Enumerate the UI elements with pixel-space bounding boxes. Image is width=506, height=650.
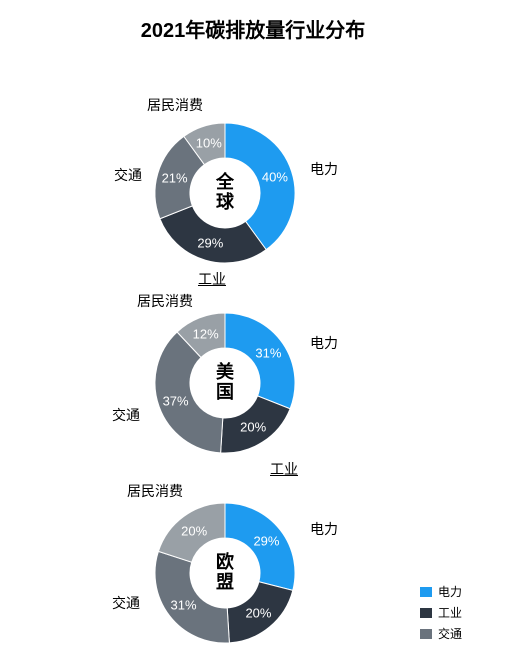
legend-swatch [420,587,432,597]
legend-swatch [420,608,432,618]
slice-label-transport: 交通 [112,593,140,613]
legend-label: 电力 [438,583,462,600]
legend-label: 工业 [438,604,462,621]
legend: 电力工业交通 [420,583,462,646]
legend-item-transport: 交通 [420,625,462,642]
slice-label-power: 电力 [310,519,338,539]
donut-center-label: 欧盟 [193,553,257,593]
legend-swatch [420,629,432,639]
page-title: 2021年碳排放量行业分布 [0,0,506,43]
slice-label-residential: 居民消费 [127,481,183,501]
legend-label: 交通 [438,625,462,642]
legend-item-industry: 工业 [420,604,462,621]
legend-item-power: 电力 [420,583,462,600]
